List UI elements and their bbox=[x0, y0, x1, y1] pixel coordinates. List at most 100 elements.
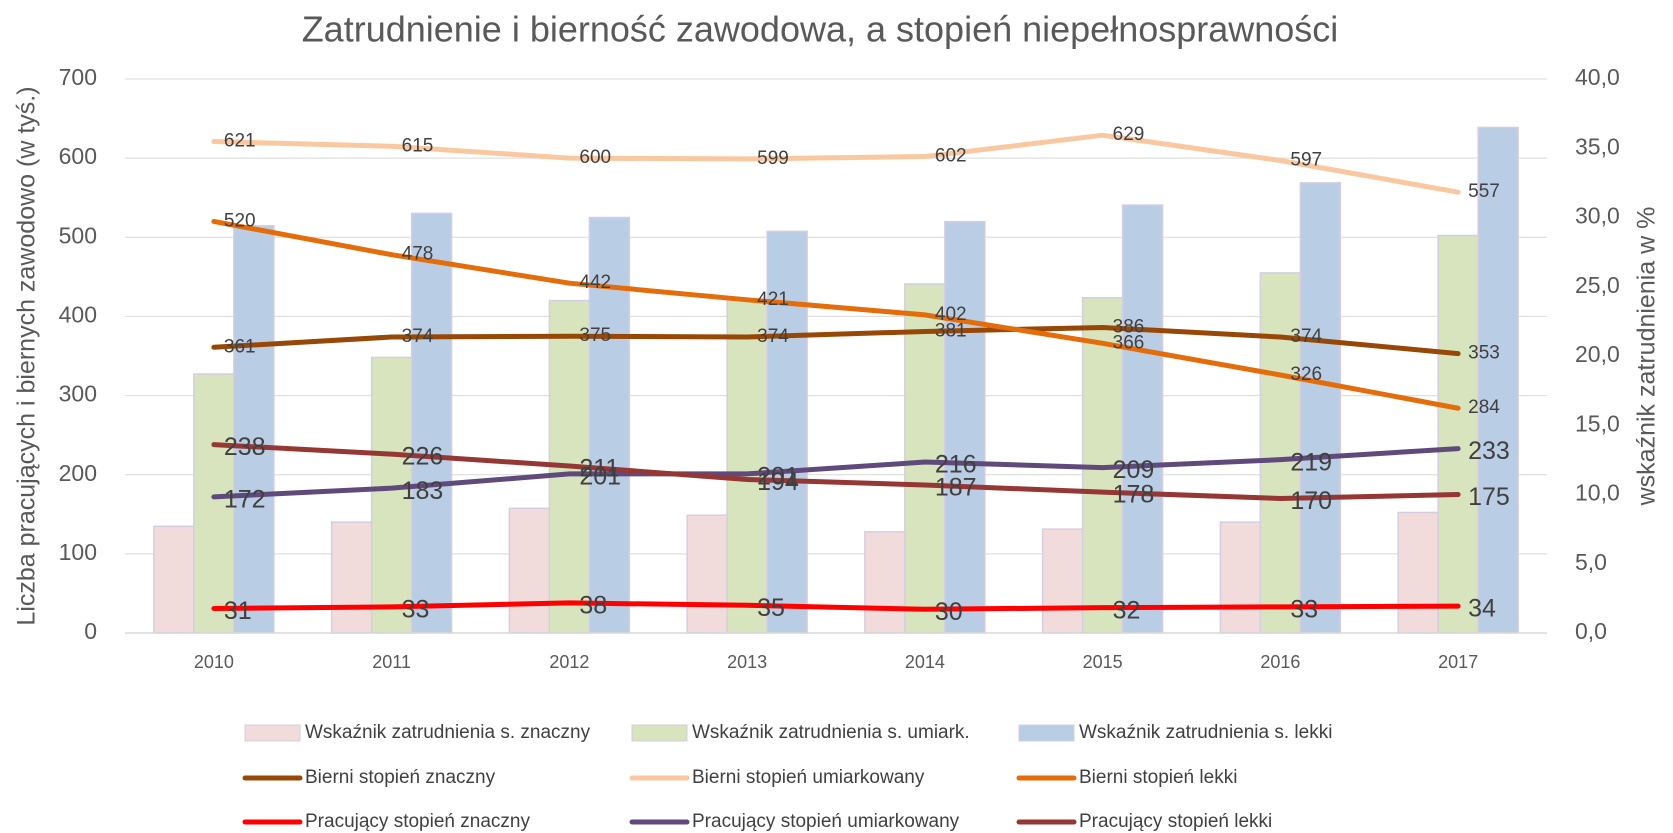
y2-tick-label: 25,0 bbox=[1575, 272, 1620, 298]
y-tick-label: 500 bbox=[59, 222, 97, 248]
bar bbox=[330, 521, 373, 634]
data-label: 201 bbox=[757, 463, 799, 491]
y-tick-label: 100 bbox=[59, 539, 97, 565]
data-label: 557 bbox=[1468, 181, 1500, 202]
y-tick-label: 700 bbox=[59, 64, 97, 90]
y-tick-label: 200 bbox=[59, 460, 97, 486]
bar bbox=[1121, 204, 1164, 634]
line bbox=[211, 446, 1461, 500]
legend-swatch bbox=[631, 724, 688, 742]
data-label: 35 bbox=[757, 594, 785, 622]
data-label: 353 bbox=[1468, 343, 1500, 364]
data-label: 170 bbox=[1290, 487, 1332, 515]
data-label: 374 bbox=[757, 326, 789, 347]
chart-title: Zatrudnienie i bierność zawodowa, a stop… bbox=[302, 9, 1339, 50]
bar bbox=[1041, 528, 1084, 634]
data-label: 374 bbox=[402, 326, 434, 347]
data-label: 600 bbox=[579, 147, 611, 168]
bar bbox=[1437, 234, 1479, 634]
legend-label: Pracujący stopień znaczny bbox=[305, 811, 530, 832]
data-label: 32 bbox=[1113, 596, 1141, 624]
bar bbox=[686, 514, 728, 634]
data-label: 615 bbox=[402, 135, 434, 156]
bar bbox=[1477, 126, 1519, 634]
legend-label: Bierni stopień umiarkowany bbox=[692, 767, 925, 788]
data-label: 33 bbox=[402, 595, 430, 623]
legend-label: Bierni stopień lekki bbox=[1079, 767, 1237, 788]
data-label: 216 bbox=[935, 451, 977, 479]
bar bbox=[508, 507, 551, 634]
data-label: 209 bbox=[1113, 456, 1155, 484]
bar bbox=[1299, 182, 1342, 634]
bar bbox=[1219, 521, 1262, 634]
line bbox=[211, 600, 1461, 612]
bar bbox=[233, 225, 275, 634]
x-tick-label: 2012 bbox=[549, 652, 589, 672]
legend-label: Pracujący stopień lekki bbox=[1079, 811, 1272, 832]
line bbox=[211, 442, 1461, 501]
legend-label: Wskaźnik zatrudnienia s. umiark. bbox=[692, 722, 970, 743]
line bbox=[211, 325, 1461, 357]
line bbox=[211, 218, 1461, 411]
x-tick-label: 2017 bbox=[1438, 652, 1478, 672]
data-label: 226 bbox=[402, 443, 444, 471]
legend-label: Bierni stopień znaczny bbox=[305, 767, 496, 788]
y2-tick-label: 10,0 bbox=[1575, 480, 1620, 506]
data-label: 34 bbox=[1468, 595, 1496, 623]
legend-label: Pracujący stopień umiarkowany bbox=[692, 811, 960, 832]
data-label: 175 bbox=[1468, 483, 1510, 511]
y-tick-label: 600 bbox=[59, 143, 97, 169]
y2-tick-label: 35,0 bbox=[1575, 133, 1620, 159]
bar bbox=[864, 531, 906, 634]
data-label: 366 bbox=[1113, 332, 1145, 353]
data-label: 421 bbox=[757, 289, 789, 310]
bar bbox=[1397, 511, 1439, 634]
bar bbox=[1259, 272, 1302, 634]
data-label: 201 bbox=[579, 463, 621, 491]
data-label: 33 bbox=[1290, 595, 1318, 623]
bar bbox=[944, 220, 986, 634]
y-tick-label: 300 bbox=[59, 381, 97, 407]
legend-label: Wskaźnik zatrudnienia s. lekki bbox=[1079, 722, 1332, 743]
y2-axis-title: wskaźnik zatrudnienia w % bbox=[1633, 207, 1661, 507]
data-label: 602 bbox=[935, 146, 967, 167]
data-label: 30 bbox=[935, 598, 963, 626]
y2-tick-label: 15,0 bbox=[1575, 410, 1620, 436]
data-label: 374 bbox=[1290, 326, 1322, 347]
data-label: 597 bbox=[1290, 150, 1322, 171]
y-tick-label: 0 bbox=[84, 618, 97, 644]
data-label: 402 bbox=[935, 304, 967, 325]
bar bbox=[193, 373, 235, 634]
data-label: 284 bbox=[1468, 397, 1500, 418]
y-tick-label: 400 bbox=[59, 302, 97, 328]
data-label: 194 bbox=[757, 468, 799, 496]
data-label: 172 bbox=[224, 485, 266, 513]
y2-tick-label: 40,0 bbox=[1575, 64, 1620, 90]
legend-swatch bbox=[1018, 724, 1075, 742]
y-axis-title: Liczba pracujących i biernych zawodowo (… bbox=[13, 86, 41, 625]
data-label: 233 bbox=[1468, 437, 1510, 465]
bar bbox=[410, 212, 453, 634]
data-label: 178 bbox=[1113, 481, 1155, 509]
data-label: 621 bbox=[224, 131, 256, 152]
data-label: 326 bbox=[1290, 364, 1322, 385]
x-tick-label: 2015 bbox=[1083, 652, 1123, 672]
x-tick-label: 2014 bbox=[905, 652, 945, 672]
data-label: 520 bbox=[224, 210, 256, 231]
y2-tick-label: 20,0 bbox=[1575, 341, 1620, 367]
bar bbox=[153, 525, 195, 634]
data-label: 386 bbox=[1113, 317, 1145, 338]
data-label: 381 bbox=[935, 320, 967, 341]
data-label: 238 bbox=[224, 433, 266, 461]
legend-label: Wskaźnik zatrudnienia s. znaczny bbox=[305, 722, 591, 743]
legend-swatch bbox=[244, 724, 301, 742]
line bbox=[211, 132, 1461, 195]
data-label: 478 bbox=[402, 244, 434, 265]
data-label: 599 bbox=[757, 148, 789, 169]
data-label: 375 bbox=[579, 325, 611, 346]
data-label: 442 bbox=[579, 272, 611, 293]
data-label: 187 bbox=[935, 474, 977, 502]
x-tick-label: 2013 bbox=[727, 652, 767, 672]
data-label: 629 bbox=[1113, 124, 1145, 145]
y2-tick-label: 5,0 bbox=[1575, 549, 1607, 575]
